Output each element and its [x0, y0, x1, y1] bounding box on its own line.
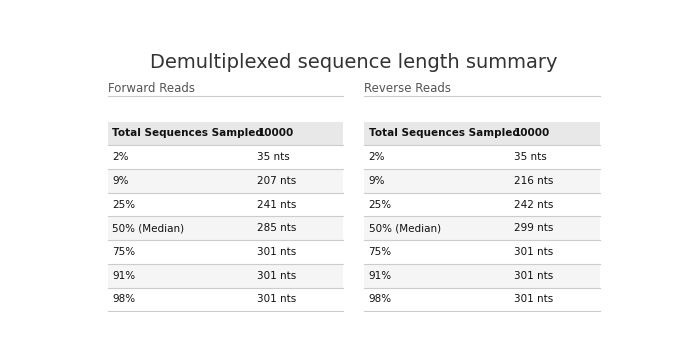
Text: Total Sequences Sampled: Total Sequences Sampled	[368, 128, 520, 138]
Text: 25%: 25%	[368, 199, 392, 210]
Bar	[364, 145, 600, 169]
Text: 98%: 98%	[368, 294, 392, 304]
Bar	[364, 121, 600, 145]
Text: 50% (Median): 50% (Median)	[368, 223, 441, 233]
Text: 10000: 10000	[257, 128, 294, 138]
Text: 98%: 98%	[112, 294, 135, 304]
Text: 242 nts: 242 nts	[514, 199, 553, 210]
Text: Reverse Reads: Reverse Reads	[364, 82, 451, 95]
Text: 299 nts: 299 nts	[514, 223, 553, 233]
Bar	[108, 216, 343, 240]
Bar	[364, 216, 600, 240]
Text: 241 nts: 241 nts	[257, 199, 297, 210]
Text: 10000: 10000	[514, 128, 551, 138]
Bar	[108, 145, 343, 169]
Text: 35 nts: 35 nts	[514, 152, 546, 162]
Text: 50% (Median): 50% (Median)	[112, 223, 184, 233]
Text: 301 nts: 301 nts	[257, 247, 297, 257]
Bar	[108, 193, 343, 216]
Text: 91%: 91%	[368, 271, 392, 281]
Text: 9%: 9%	[112, 176, 128, 186]
Text: 2%: 2%	[368, 152, 385, 162]
Bar	[108, 169, 343, 192]
Bar	[108, 264, 343, 287]
Bar	[364, 240, 600, 264]
Text: 9%: 9%	[368, 176, 385, 186]
Text: 301 nts: 301 nts	[514, 271, 553, 281]
Bar	[364, 264, 600, 287]
Text: 91%: 91%	[112, 271, 135, 281]
Text: 35 nts: 35 nts	[257, 152, 290, 162]
Text: 301 nts: 301 nts	[257, 271, 297, 281]
Text: 75%: 75%	[112, 247, 135, 257]
Bar	[364, 287, 600, 311]
Text: 301 nts: 301 nts	[514, 247, 553, 257]
Text: 216 nts: 216 nts	[514, 176, 553, 186]
Text: 25%: 25%	[112, 199, 135, 210]
Text: 301 nts: 301 nts	[514, 294, 553, 304]
Bar	[108, 121, 343, 145]
Text: 301 nts: 301 nts	[257, 294, 297, 304]
Text: 2%: 2%	[112, 152, 128, 162]
Text: 75%: 75%	[368, 247, 392, 257]
Bar	[108, 240, 343, 264]
Bar	[364, 193, 600, 216]
Bar	[364, 169, 600, 192]
Text: Demultiplexed sequence length summary: Demultiplexed sequence length summary	[150, 53, 558, 72]
Text: 207 nts: 207 nts	[257, 176, 297, 186]
Text: 285 nts: 285 nts	[257, 223, 297, 233]
Bar	[108, 287, 343, 311]
Text: Total Sequences Sampled: Total Sequences Sampled	[112, 128, 263, 138]
Text: Forward Reads: Forward Reads	[108, 82, 195, 95]
